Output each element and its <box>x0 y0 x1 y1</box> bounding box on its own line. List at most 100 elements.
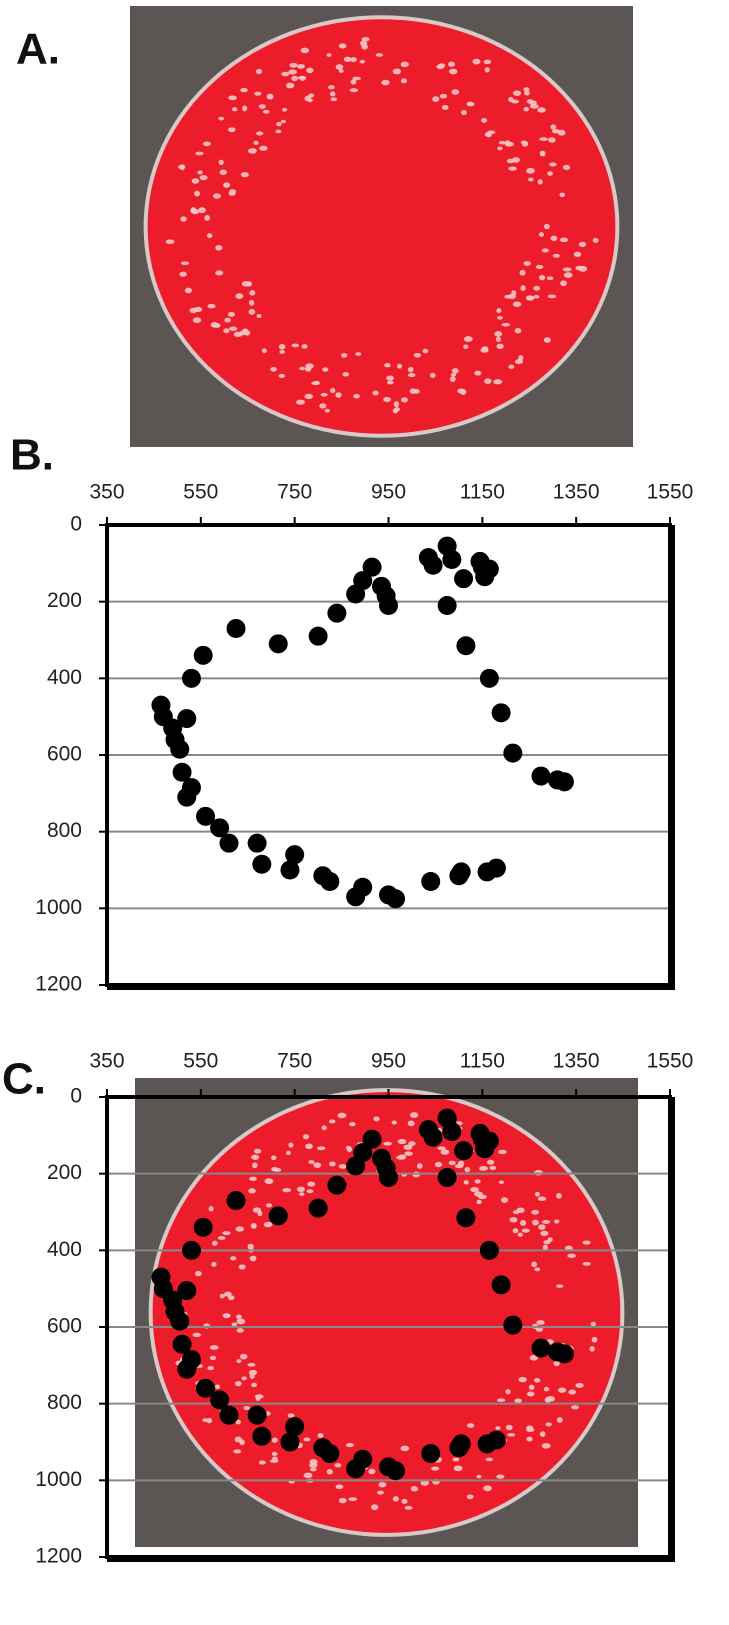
colony <box>518 1376 527 1383</box>
colony <box>206 233 213 239</box>
data-point <box>210 818 230 838</box>
colony <box>296 1186 306 1193</box>
colony <box>328 85 335 90</box>
colony <box>407 372 416 378</box>
colony <box>206 1417 213 1424</box>
colony <box>319 403 327 409</box>
colony <box>536 1320 545 1326</box>
colony <box>563 272 573 278</box>
colony <box>543 1386 550 1392</box>
colony <box>497 315 503 320</box>
colony <box>328 1161 336 1167</box>
colony <box>376 1490 384 1495</box>
colony <box>224 317 232 323</box>
x-tick-label: 750 <box>277 481 312 504</box>
colony <box>533 285 541 291</box>
colony <box>550 124 557 130</box>
x-tick-label: 1550 <box>647 1050 694 1073</box>
data-point <box>353 877 373 897</box>
x-tick-label: 750 <box>277 1050 312 1073</box>
colony <box>464 1166 471 1173</box>
colony <box>545 1422 552 1427</box>
colony <box>368 1468 376 1475</box>
colony <box>450 372 457 377</box>
data-point <box>353 571 373 591</box>
colony <box>317 1432 324 1439</box>
colony <box>298 1192 305 1196</box>
colony <box>192 317 202 324</box>
colony <box>526 99 534 104</box>
colony <box>239 1439 245 1446</box>
colony <box>514 327 522 334</box>
data-point <box>503 1315 523 1335</box>
colony <box>291 75 298 82</box>
colony <box>540 1230 549 1237</box>
colony <box>224 1291 232 1297</box>
colony <box>441 104 449 110</box>
colony <box>422 348 429 354</box>
colony <box>550 235 558 242</box>
plot-frame <box>105 523 672 987</box>
colony <box>289 62 298 68</box>
colony <box>453 1465 463 1472</box>
data-point <box>170 739 190 759</box>
y-tick-label: 600 <box>47 1315 82 1338</box>
colony <box>228 326 238 331</box>
colony <box>299 366 306 371</box>
colony <box>191 178 200 184</box>
colony <box>252 1207 262 1213</box>
colony <box>249 1255 257 1262</box>
y-tick-label: 600 <box>47 743 82 766</box>
colony <box>498 1180 505 1185</box>
colony <box>466 101 475 107</box>
colony <box>460 109 467 116</box>
colony <box>432 96 440 103</box>
colony <box>410 1486 419 1492</box>
y-tick-label: 800 <box>47 1391 82 1414</box>
colony <box>486 1159 495 1165</box>
colony <box>575 1382 584 1388</box>
colony <box>526 1427 535 1433</box>
colony <box>473 1191 483 1197</box>
colony <box>439 93 448 99</box>
colony <box>539 1431 546 1437</box>
colony <box>340 353 348 358</box>
colony <box>386 375 395 381</box>
colony <box>501 322 511 327</box>
colony <box>535 264 544 269</box>
data-point <box>442 550 462 569</box>
colony <box>273 1167 282 1172</box>
colony <box>506 158 515 164</box>
colony <box>476 1199 482 1205</box>
colony <box>241 1376 247 1381</box>
data-point <box>177 1281 197 1301</box>
colony <box>559 237 569 243</box>
colony <box>533 1378 541 1383</box>
data-point <box>268 1206 288 1226</box>
colony <box>507 1433 516 1437</box>
data-point <box>362 557 382 577</box>
colony <box>398 1154 407 1160</box>
colony <box>278 373 286 378</box>
colony <box>279 350 285 354</box>
colony <box>496 308 502 314</box>
colony <box>251 1382 258 1388</box>
colony <box>571 1405 579 1410</box>
colony <box>189 307 198 314</box>
colony <box>529 1354 539 1361</box>
colony <box>251 1154 260 1160</box>
data-point <box>491 1275 511 1295</box>
colony <box>235 293 244 300</box>
colony <box>534 1267 541 1272</box>
colony <box>484 67 490 73</box>
data-point <box>285 1417 305 1437</box>
colony <box>264 1178 274 1185</box>
colony <box>505 1424 513 1431</box>
colony <box>404 1505 413 1510</box>
colony <box>184 287 192 294</box>
colony <box>307 1181 316 1187</box>
colony <box>373 1116 380 1122</box>
colony <box>509 1216 518 1223</box>
data-point <box>531 1338 551 1358</box>
colony <box>519 1219 527 1226</box>
